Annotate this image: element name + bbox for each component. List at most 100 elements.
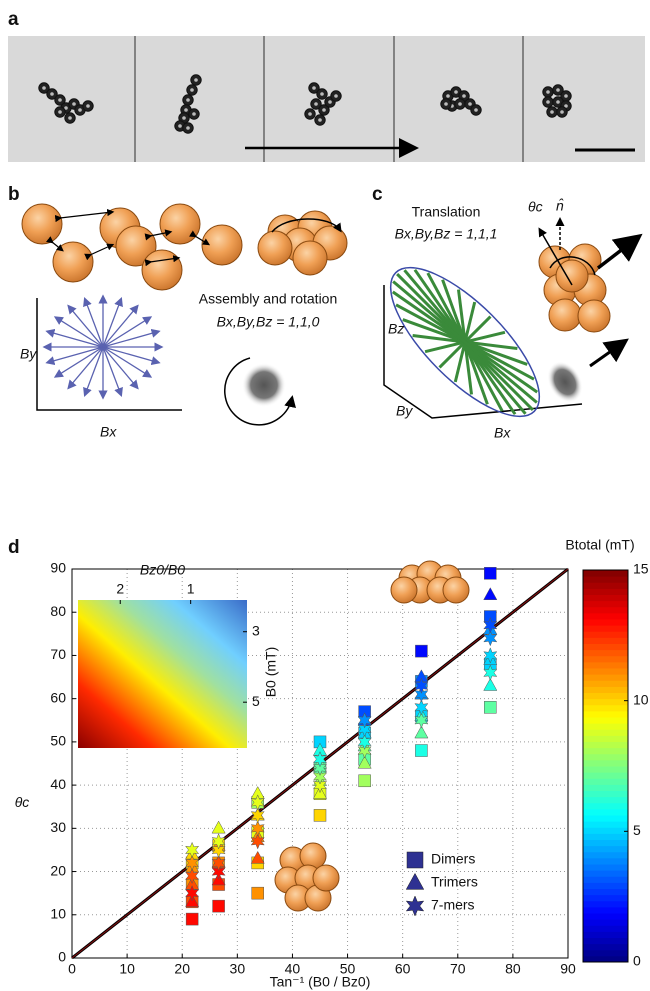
axis-label: Bx	[100, 424, 117, 440]
normal-label: n̂	[556, 197, 564, 213]
y-tick-label: 0	[58, 949, 66, 965]
colorbar-step	[583, 950, 628, 957]
particle-core	[564, 94, 568, 98]
y-tick-label: 80	[50, 603, 66, 619]
panel-label: b	[8, 184, 20, 205]
field-arrow	[103, 347, 137, 387]
colorbar-step	[583, 607, 628, 614]
colorbar-step	[583, 827, 628, 834]
y-axis-label: θc	[15, 794, 30, 810]
colorbar-step	[583, 852, 628, 859]
marker-square	[484, 567, 496, 579]
colorbar-step	[583, 735, 628, 742]
marker-square	[415, 745, 427, 757]
inset-y-tick-label: 3	[252, 622, 260, 638]
colorbar-step	[583, 601, 628, 608]
particle-core	[474, 108, 478, 112]
x-tick-label: 70	[450, 961, 466, 977]
y-tick-label: 40	[50, 776, 66, 792]
particle-core	[58, 98, 62, 102]
colorbar-step	[583, 717, 628, 724]
field-setting: Bx,By,Bz = 1,1,1	[395, 226, 498, 242]
particle-core	[328, 100, 332, 104]
particle-core	[322, 108, 326, 112]
particle-core	[42, 86, 46, 90]
field-arrow	[103, 307, 137, 347]
marker-square	[213, 900, 225, 912]
colorbar-step	[583, 833, 628, 840]
particle-core	[86, 104, 90, 108]
y-tick-label: 60	[50, 689, 66, 705]
colorbar-tick-label: 5	[633, 822, 641, 838]
angle-label: θc	[528, 199, 543, 215]
colorbar-step	[583, 619, 628, 626]
inset-heatmap	[78, 600, 247, 748]
x-tick-label: 10	[119, 961, 135, 977]
field-arrow	[103, 332, 158, 347]
colorbar-step	[583, 711, 628, 718]
colorbar-step	[583, 931, 628, 938]
colorbar-step	[583, 625, 628, 632]
particle-core	[78, 108, 82, 112]
y-tick-label: 90	[50, 560, 66, 576]
colorbar-tick-label: 15	[633, 561, 649, 577]
x-tick-label: 60	[395, 961, 411, 977]
panel-label: a	[8, 9, 19, 30]
particle-core	[312, 86, 316, 90]
colorbar-step	[583, 686, 628, 693]
colorbar-step	[583, 595, 628, 602]
y-tick-label: 20	[50, 862, 66, 878]
legend-label: Dimers	[431, 851, 475, 867]
y-tick-label: 70	[50, 646, 66, 662]
colorbar-step	[583, 674, 628, 681]
colorbar-step	[583, 570, 628, 577]
colorbar-label: Btotal (mT)	[565, 537, 634, 553]
particle-core	[178, 124, 182, 128]
colorbar-step	[583, 680, 628, 687]
field-arrow	[103, 347, 158, 362]
field-setting: Bx,By,Bz = 1,1,0	[217, 314, 320, 330]
colorbar-step	[583, 901, 628, 908]
y-tick-label: 30	[50, 819, 66, 835]
particle-core	[190, 88, 194, 92]
colorbar-step	[583, 882, 628, 889]
colorbar-step	[583, 803, 628, 810]
colorbar-step	[583, 637, 628, 644]
field-arrow	[103, 347, 121, 395]
marker-square	[415, 645, 427, 657]
colorbar-step	[583, 889, 628, 896]
colorbar-step	[583, 699, 628, 706]
inset-y-label: B0 (mT)	[263, 647, 279, 698]
scatter-chart: 01020304050607080900102030405060708090Ta…	[15, 537, 649, 990]
particle-core	[186, 126, 190, 130]
particle-core	[308, 112, 312, 116]
colorbar-step	[583, 613, 628, 620]
colorbar-step	[583, 840, 628, 847]
particle-core	[68, 116, 72, 120]
cluster-sphere	[443, 577, 469, 603]
panel-label: d	[8, 537, 20, 558]
particle-core	[462, 94, 466, 98]
colorbar-step	[583, 925, 628, 932]
particle-core	[546, 100, 550, 104]
x-tick-label: 20	[174, 961, 190, 977]
x-tick-label: 80	[505, 961, 521, 977]
particle-core	[314, 102, 318, 106]
colorbar-step	[583, 778, 628, 785]
chain-illustration	[22, 204, 347, 290]
cluster-sphere	[391, 577, 417, 603]
field-arrow	[85, 347, 103, 395]
y-tick-label: 50	[50, 733, 66, 749]
colorbar-step	[583, 944, 628, 951]
caption: Translation	[412, 204, 481, 220]
field-diagram	[37, 297, 182, 410]
axis-label: By	[20, 346, 37, 362]
field-arrow	[103, 347, 150, 376]
colorbar-step	[583, 876, 628, 883]
figure: a b By Bx Assembly and rotation Bx,By,Bz…	[0, 0, 650, 991]
colorbar-step	[583, 919, 628, 926]
colorbar-step	[583, 693, 628, 700]
axis-label: Bx	[494, 425, 511, 441]
micrograph-strip	[8, 36, 645, 162]
marker-square	[314, 809, 326, 821]
